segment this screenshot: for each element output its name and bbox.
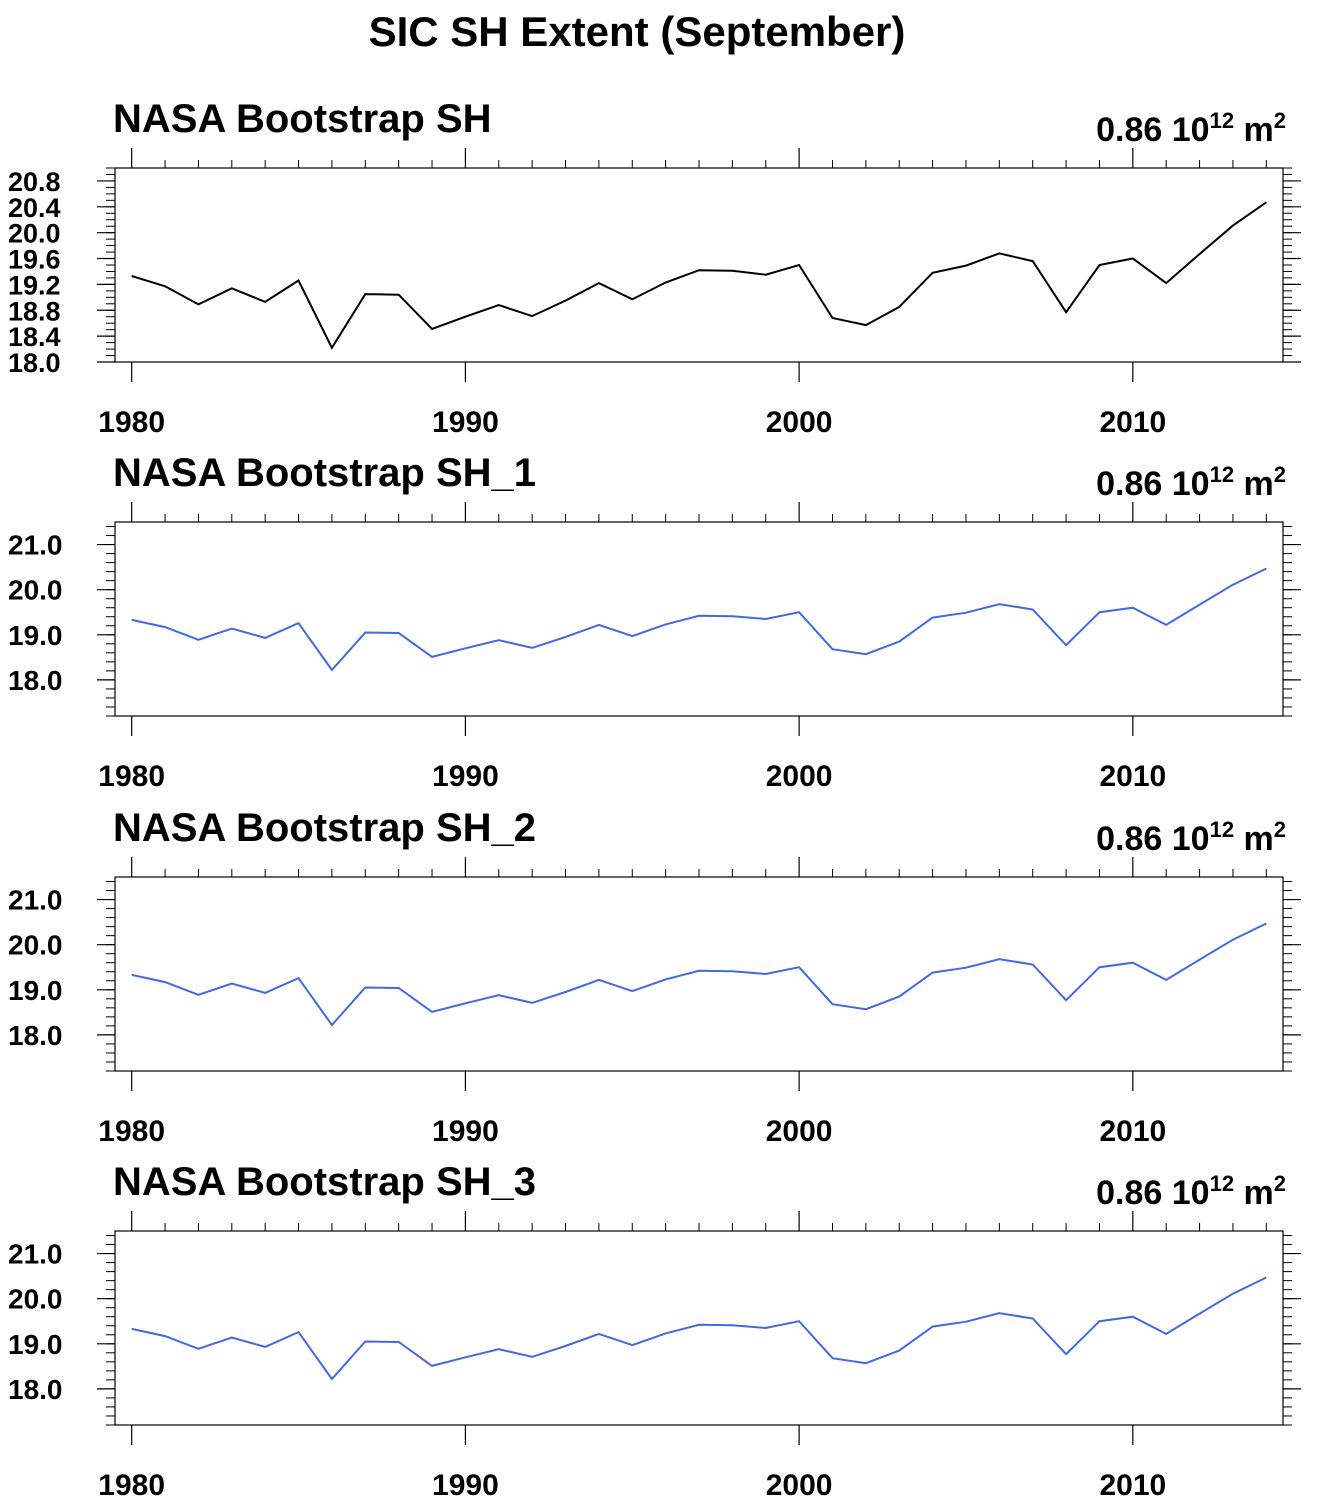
y-tick-label: 20.0 [8, 1284, 63, 1315]
x-tick-label: 2000 [766, 1115, 833, 1148]
x-tick-label: 2010 [1099, 1469, 1166, 1502]
panel-annotation: 0.86 1012 m2 [1096, 817, 1286, 858]
x-tick-label: 2010 [1099, 406, 1166, 439]
y-tick-label: 20.0 [8, 575, 63, 606]
y-tick-label: 18.8 [8, 296, 61, 326]
y-tick-label: 19.2 [8, 270, 61, 300]
x-tick-label: 2000 [766, 1469, 833, 1502]
y-tick-label: 18.4 [8, 322, 61, 352]
x-tick-label: 1980 [98, 406, 165, 439]
panel-title: NASA Bootstrap SH_3 [113, 1160, 536, 1204]
y-tick-label: 20.8 [8, 167, 61, 197]
panel-annotation: 0.86 1012 m2 [1096, 108, 1286, 149]
y-tick-label: 21.0 [8, 1239, 63, 1270]
series-line [131, 201, 1267, 350]
x-tick-label: 1980 [98, 760, 165, 793]
chart-panels: NASA Bootstrap SH 0.86 1012 m218.018.418.… [8, 97, 1301, 1502]
x-tick-label: 1990 [432, 406, 499, 439]
series-line [131, 567, 1267, 672]
plot-frame [114, 521, 1284, 717]
y-tick-label: 18.0 [8, 1020, 63, 1051]
chart-panel: NASA Bootstrap SH 0.86 1012 m2 18.018.418.… [8, 97, 1301, 439]
x-tick-label: 1990 [432, 1115, 499, 1148]
chart-panel: NASA Bootstrap SH_2 0.86 1012 m2 18.0 19.0 2… [8, 806, 1301, 1148]
x-tick-label: 1980 [98, 1115, 165, 1148]
y-tick-label: 19.0 [8, 975, 63, 1006]
x-tick-label: 2010 [1099, 760, 1166, 793]
y-tick-label: 20.0 [8, 930, 63, 961]
panel-title: NASA Bootstrap SH_2 [113, 806, 536, 850]
series-line [131, 1276, 1267, 1381]
panel-annotation: 0.86 1012 m2 [1096, 462, 1286, 503]
x-tick-label: 1990 [432, 760, 499, 793]
panel-title: NASA Bootstrap SH_1 [113, 451, 536, 495]
y-tick-label: 19.6 [8, 245, 61, 275]
y-tick-label: 20.0 [8, 219, 61, 249]
y-tick-label: 19.0 [8, 620, 63, 651]
x-tick-label: 1990 [432, 1469, 499, 1502]
series-line [131, 922, 1267, 1027]
chart-panel: NASA Bootstrap SH_3 0.86 1012 m2 18.0 19.0 2… [8, 1160, 1301, 1502]
x-tick-label: 2010 [1099, 1115, 1166, 1148]
plot-frame [114, 1230, 1284, 1426]
y-tick-label: 18.0 [8, 348, 61, 378]
panel-annotation: 0.86 1012 m2 [1096, 1171, 1286, 1212]
figure-title: SIC SH Extent (September) [369, 8, 906, 55]
plot-frame [114, 876, 1284, 1072]
x-tick-label: 1980 [98, 1469, 165, 1502]
y-tick-label: 18.0 [8, 665, 63, 696]
x-tick-label: 2000 [766, 406, 833, 439]
panel-title: NASA Bootstrap SH [113, 97, 492, 141]
y-tick-label: 21.0 [8, 885, 63, 916]
y-tick-label: 18.0 [8, 1374, 63, 1405]
chart-panel: NASA Bootstrap SH_1 0.86 1012 m2 18.0 19.0 2… [8, 451, 1301, 793]
x-tick-label: 2000 [766, 760, 833, 793]
y-tick-label: 20.4 [8, 193, 61, 223]
y-tick-label: 21.0 [8, 530, 63, 561]
y-tick-label: 19.0 [8, 1329, 63, 1360]
plot-frame [114, 167, 1284, 363]
